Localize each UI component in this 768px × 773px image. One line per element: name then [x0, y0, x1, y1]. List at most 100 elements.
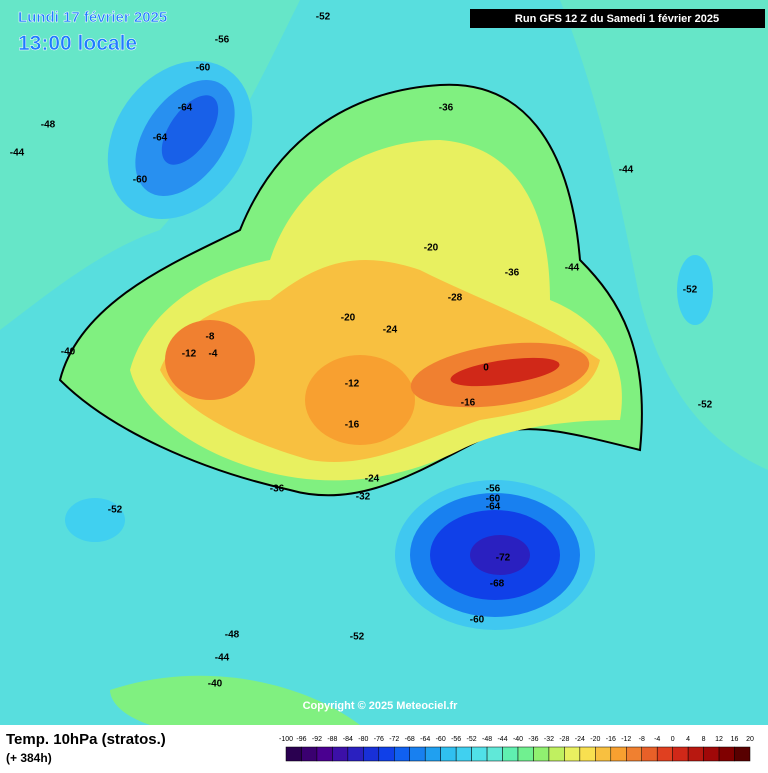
colorbar-cell: [471, 746, 488, 762]
lead-time: (+ 384h): [6, 751, 52, 765]
colorbar-tick-label: -56: [451, 736, 461, 743]
colorbar-cell: [641, 746, 658, 762]
contour-label: -36: [505, 268, 520, 279]
contour-label: -64: [153, 133, 168, 144]
colorbar-tick-label: 0: [671, 736, 675, 743]
colorbar-tick-label: -4: [654, 736, 660, 743]
contour-label: -64: [486, 502, 501, 513]
contour-label: -36: [439, 103, 454, 114]
colorbar-cell: [734, 746, 751, 762]
date: Lundi 17 février 2025: [18, 9, 167, 26]
contour-label: -56: [486, 484, 501, 495]
colorbar-cell: [394, 746, 410, 762]
colorbar-cell: [703, 746, 720, 762]
colorbar-cell: [316, 746, 333, 762]
colorbar-tick-label: -8: [639, 736, 645, 743]
colorbar: -100 -96 -92 -88 -84 -80 -76 -72 -68 -64 -60 -56 -52…: [279, 736, 754, 762]
colorbar-tick-label: -84: [343, 736, 353, 743]
colorbar-cell: [347, 746, 364, 762]
colorbar-cell: [455, 746, 472, 762]
colorbar-cell: [687, 746, 704, 762]
map: [0, 0, 768, 725]
colorbar-tick-label: -76: [374, 736, 384, 743]
colorbar-cell: [564, 746, 581, 762]
colorbar-tick-label: -32: [544, 736, 554, 743]
colorbar-cell: [626, 746, 642, 762]
colorbar-tick-label: -36: [528, 736, 538, 743]
colorbar-tick-label: 20: [746, 736, 754, 743]
contour-label: -60: [486, 494, 501, 505]
colorbar-cell: [502, 746, 519, 762]
contour-label: -44: [565, 263, 580, 274]
contour-label: -36: [270, 484, 285, 495]
colorbar-cell: [595, 746, 612, 762]
contour-label: -60: [196, 63, 211, 74]
colorbar-tick-label: -72: [389, 736, 399, 743]
contour-label: -60: [133, 175, 148, 186]
colorbar-cell: [301, 746, 318, 762]
colorbar-cell: [332, 746, 349, 762]
contour-label: -40: [208, 679, 223, 690]
contour-label: -48: [41, 120, 56, 131]
contour-label: -52: [683, 285, 698, 296]
colorbar-cell: [440, 746, 457, 762]
colorbar-tick-label: -60: [436, 736, 446, 743]
colorbar-tick-label: -88: [327, 736, 337, 743]
contour-label: -28: [448, 293, 463, 304]
contour-label: -68: [490, 579, 505, 590]
colorbar-tick-label: -64: [420, 736, 430, 743]
colorbar-tick-label: -40: [513, 736, 523, 743]
colorbar-tick-label: 8: [702, 736, 706, 743]
contour-label: -72: [496, 553, 511, 564]
colorbar-cell: [672, 746, 689, 762]
colorbar-cell: [579, 746, 596, 762]
contour-label: -16: [461, 398, 476, 409]
parameter: Temp. 10hPa (stratos.): [6, 731, 166, 748]
colorbar-tick-label: -16: [606, 736, 616, 743]
colorbar-tick-label: -68: [405, 736, 415, 743]
contour-label: -52: [316, 12, 331, 23]
contour-label: -4: [209, 349, 218, 360]
colorbar-tick-label: -48: [482, 736, 492, 743]
contour-label: -20: [424, 243, 439, 254]
contour-label: -24: [383, 325, 398, 336]
colorbar-tick-label: 4: [686, 736, 690, 743]
contour-label: -52: [350, 632, 365, 643]
contour-label: -12: [345, 379, 360, 390]
contour-label: -48: [225, 630, 240, 641]
colorbar-cell: [517, 746, 534, 762]
contour-label: -52: [698, 400, 713, 411]
colorbar-cell: [548, 746, 565, 762]
contour-label: -44: [619, 165, 634, 176]
colorbar-tick-label: -96: [296, 736, 306, 743]
colorbar-cell: [610, 746, 627, 762]
colorbar-cell: [409, 746, 426, 762]
colorbar-cell: [533, 746, 550, 762]
colorbar-tick-label: -80: [358, 736, 368, 743]
contour-labels: -52-56-60-64-64-60-36-44-36-20-20-28-8-4…: [10, 12, 713, 690]
copyright: Copyright © 2025 Meteociel.fr: [303, 700, 459, 712]
contour-label: -8: [206, 332, 215, 343]
colorbar-cell: [285, 746, 302, 762]
colorbar-tick-label: -28: [559, 736, 569, 743]
colorbar-tick-label: -92: [312, 736, 322, 743]
colorbar-tick-label: -24: [575, 736, 585, 743]
contour-label: -44: [10, 148, 25, 159]
contour-label: -60: [470, 615, 485, 626]
colorbar-cell: [718, 746, 735, 762]
colorbar-cell: [486, 746, 503, 762]
run-info: Run GFS 12 Z du Samedi 1 février 2025: [515, 13, 719, 25]
contour-label: -24: [365, 474, 380, 485]
colorbar-tick-label: -20: [590, 736, 600, 743]
colorbar-cell: [363, 746, 380, 762]
contour-label: -40: [61, 347, 76, 358]
colorbar-tick-label: 16: [731, 736, 739, 743]
colorbar-cell: [424, 746, 441, 762]
contour-label: -64: [178, 103, 193, 114]
colorbar-cell: [378, 746, 395, 762]
contour-label: -44: [215, 653, 230, 664]
contour-label: -16: [345, 420, 360, 431]
colorbar-tick-label: -100: [279, 736, 293, 743]
contour-label: -56: [215, 35, 230, 46]
